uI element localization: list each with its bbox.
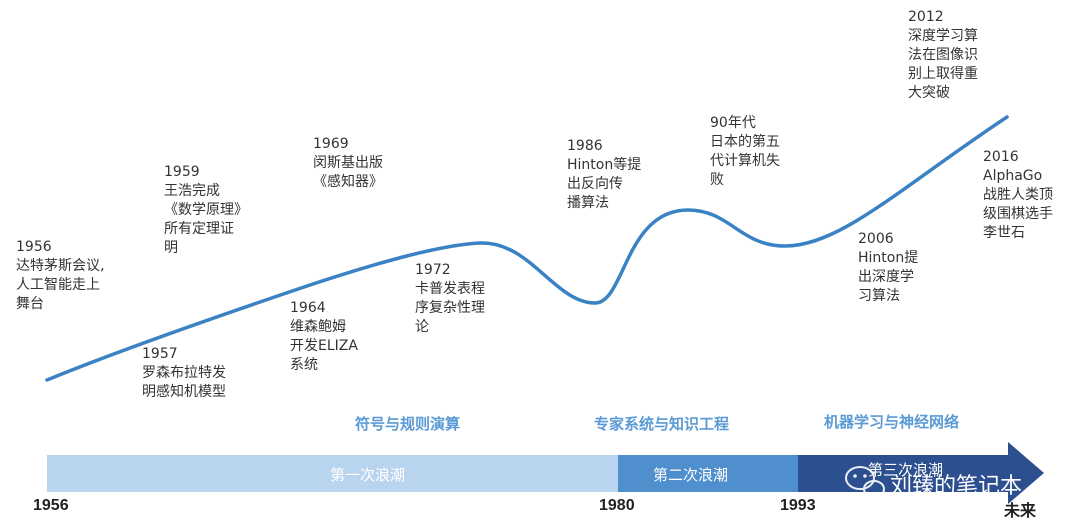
event-line: 深度学习算 bbox=[908, 28, 978, 44]
wave-1-bar bbox=[47, 455, 618, 492]
wave-label-1: 第一次浪潮 bbox=[330, 466, 406, 484]
event-line: 法在图像识 bbox=[908, 47, 978, 63]
event-line: 明 bbox=[164, 240, 178, 256]
event-line: 达特茅斯会议, bbox=[16, 258, 105, 274]
event-1986: 1986 Hinton等提 出反向传 播算法 bbox=[567, 137, 641, 213]
event-line: Hinton等提 bbox=[567, 157, 642, 173]
event-2012: 2012 深度学习算 法在图像识 别上取得重 大突破 bbox=[908, 8, 978, 103]
event-1964: 1964 维森鲍姆 开发ELIZA 系统 bbox=[290, 299, 358, 375]
event-line: 1972 bbox=[415, 262, 451, 278]
event-line: Hinton提 bbox=[858, 250, 919, 266]
event-line: 维森鲍姆 bbox=[290, 319, 346, 335]
event-line: 舞台 bbox=[16, 296, 44, 312]
event-1959: 1959 王浩完成 《数学原理》 所有定理证 明 bbox=[164, 163, 248, 258]
wave-3-bar bbox=[798, 455, 1008, 492]
event-line: 2016 bbox=[983, 149, 1019, 165]
event-1956: 1956 达特茅斯会议, 人工智能走上 舞台 bbox=[16, 238, 104, 314]
watermark: 刘臻的笔记本 bbox=[890, 474, 1023, 499]
event-line: 《数学原理》 bbox=[164, 202, 248, 218]
event-line: 2006 bbox=[858, 231, 894, 247]
event-1990s: 90年代 日本的第五 代计算机失 败 bbox=[710, 114, 780, 190]
event-1957: 1957 罗森布拉特发 明感知机模型 bbox=[142, 345, 226, 402]
year-label-1956: 1956 bbox=[33, 497, 69, 514]
event-line: 1964 bbox=[290, 300, 326, 316]
future-arrowhead bbox=[1008, 442, 1044, 504]
era-label-symbolic: 符号与规则演算 bbox=[355, 415, 461, 433]
wave-label-2: 第二次浪潮 bbox=[653, 466, 729, 484]
event-line: 李世石 bbox=[983, 225, 1025, 241]
event-line: 出反向传 bbox=[567, 176, 623, 192]
event-2006: 2006 Hinton提 出深度学 习算法 bbox=[858, 230, 918, 306]
event-line: 系统 bbox=[290, 357, 318, 373]
event-line: 战胜人类顶 bbox=[983, 187, 1053, 203]
event-2016: 2016 AlphaGo 战胜人类顶 级围棋选手 李世石 bbox=[983, 148, 1053, 243]
event-line: 罗森布拉特发 bbox=[142, 365, 226, 381]
development-curve bbox=[45, 115, 1009, 382]
event-line: 1969 bbox=[313, 136, 349, 152]
event-line: 2012 bbox=[908, 9, 944, 25]
event-line: 论 bbox=[415, 319, 429, 335]
event-line: 别上取得重 bbox=[908, 66, 978, 82]
event-line: 序复杂性理 bbox=[415, 300, 485, 316]
event-line: 《感知器》 bbox=[313, 174, 383, 190]
event-line: 1956 bbox=[16, 239, 52, 255]
year-label-1993: 1993 bbox=[780, 497, 816, 514]
event-line: 级围棋选手 bbox=[983, 206, 1053, 222]
event-line: 习算法 bbox=[858, 288, 900, 304]
event-line: 人工智能走上 bbox=[16, 277, 100, 293]
event-line: 所有定理证 bbox=[164, 221, 234, 237]
event-line: 明感知机模型 bbox=[142, 384, 226, 400]
event-1972: 1972 卡普发表程 序复杂性理 论 bbox=[415, 261, 485, 337]
event-line: AlphaGo bbox=[983, 168, 1043, 184]
event-line: 90年代 bbox=[710, 115, 756, 131]
wave-label-3: 第三次浪潮 bbox=[868, 461, 944, 479]
event-1969: 1969 闵斯基出版 《感知器》 bbox=[313, 135, 383, 192]
event-line: 开发ELIZA bbox=[290, 338, 358, 354]
event-line: 闵斯基出版 bbox=[313, 155, 383, 171]
event-line: 败 bbox=[710, 172, 724, 188]
event-line: 1957 bbox=[142, 346, 178, 362]
event-line: 1986 bbox=[567, 138, 603, 154]
event-line: 大突破 bbox=[908, 85, 950, 101]
event-line: 播算法 bbox=[567, 195, 609, 211]
event-line: 出深度学 bbox=[858, 269, 914, 285]
event-line: 卡普发表程 bbox=[415, 281, 485, 297]
wave-2-bar bbox=[618, 455, 798, 492]
year-label-future: 未来 bbox=[1004, 503, 1037, 520]
event-line: 代计算机失 bbox=[710, 153, 780, 169]
era-label-machine-learning: 机器学习与神经网络 bbox=[824, 413, 960, 431]
wechat-icon bbox=[845, 466, 885, 498]
event-line: 1959 bbox=[164, 164, 200, 180]
year-label-1980: 1980 bbox=[599, 497, 635, 514]
event-line: 日本的第五 bbox=[710, 134, 780, 150]
era-label-expert-systems: 专家系统与知识工程 bbox=[594, 415, 730, 433]
event-line: 王浩完成 bbox=[164, 183, 220, 199]
